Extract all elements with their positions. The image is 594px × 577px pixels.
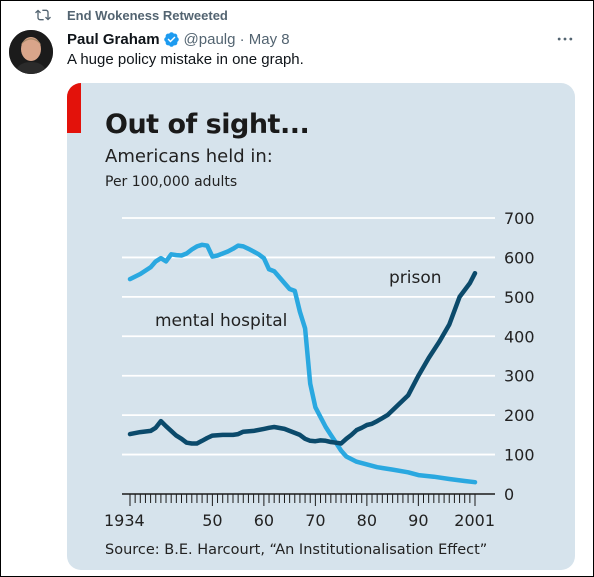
more-icon[interactable] [555, 29, 575, 49]
series-label-prison: prison [389, 268, 442, 288]
accent-bar [67, 83, 81, 133]
chart-subtitle: Americans held in: [105, 146, 273, 167]
x-tick-label: 50 [202, 511, 222, 530]
tweet-media-chart[interactable]: 0 100 200 300 400 500 600 700 1934 50 60 70 80 90 2001… [67, 83, 575, 570]
tweet-handle-date[interactable]: @paulg · May 8 [183, 30, 290, 48]
series-line-mental-hospital [127, 242, 478, 485]
y-tick-label: 500 [504, 288, 535, 307]
chart-unit-label: Per 100,000 adults [105, 174, 238, 190]
y-tick-label: 600 [504, 248, 535, 267]
author-name[interactable]: Paul Graham [67, 30, 160, 48]
x-tick-label: 2001 [454, 511, 495, 530]
y-tick-label: 700 [504, 209, 535, 228]
chart-title: Out of sight... [105, 109, 310, 140]
tweet-header: Paul Graham @paulg · May 8 [67, 29, 290, 49]
x-tick-label: 90 [408, 511, 428, 530]
y-tick-label: 300 [504, 367, 535, 386]
verified-badge-icon [163, 31, 179, 47]
x-tick-label: 60 [254, 511, 274, 530]
y-tick-label: 100 [504, 446, 535, 465]
retweet-label: End Wokeness Retweeted [67, 7, 228, 23]
chart-source: Source: B.E. Harcourt, “An Institutional… [105, 542, 488, 558]
series-label-mental-hospital: mental hospital [155, 311, 287, 331]
series-line-prison [127, 270, 478, 446]
retweet-context[interactable]: End Wokeness Retweeted [35, 7, 228, 23]
x-tick-label: 70 [305, 511, 325, 530]
y-tick-label: 200 [504, 406, 535, 425]
y-tick-label: 400 [504, 327, 535, 346]
line-chart: 0 100 200 300 400 500 600 700 1934 50 60 70 80 90 2001… [67, 83, 535, 530]
x-tick-label: 1934 [104, 511, 145, 530]
x-tick-label: 80 [357, 511, 377, 530]
tweet-text: A huge policy mistake in one graph. [67, 51, 304, 68]
y-tick-label: 0 [504, 485, 514, 504]
avatar[interactable] [9, 30, 53, 74]
retweet-icon [35, 9, 51, 21]
avatar-image [9, 30, 53, 74]
